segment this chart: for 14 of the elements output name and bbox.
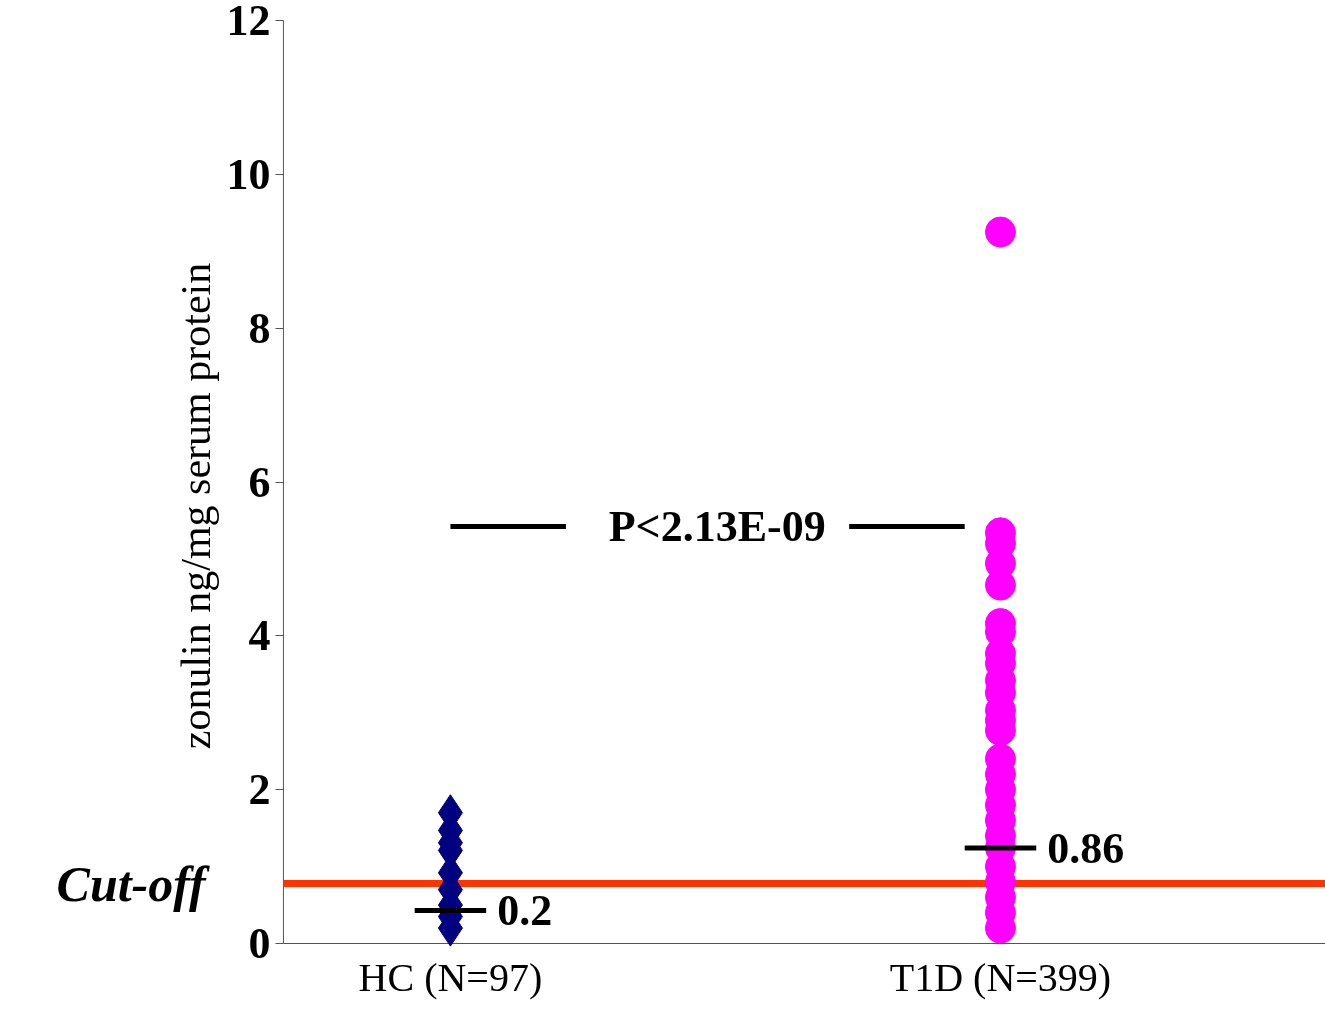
annotation: 0.2	[497, 885, 553, 935]
y-tick-label: 8	[248, 303, 271, 353]
y-tick-label: 12	[226, 0, 271, 45]
y-tick-label: 2	[248, 765, 271, 815]
annotation: 0.86	[1047, 823, 1125, 873]
y-axis-title: zonulin ng/mg serum protein	[172, 262, 219, 750]
x-tick-label: HC (N=97)	[358, 954, 543, 1000]
y-tick-label: 10	[226, 149, 271, 199]
y-tick-label: 0	[248, 919, 271, 968]
ref-line-label: Cut-off	[56, 855, 211, 912]
y-tick-label: 6	[248, 457, 271, 507]
annotation: P<2.13E-09	[608, 502, 826, 552]
y-tick-label: 4	[248, 611, 271, 661]
x-tick-label: T1D (N=399)	[889, 954, 1112, 1000]
